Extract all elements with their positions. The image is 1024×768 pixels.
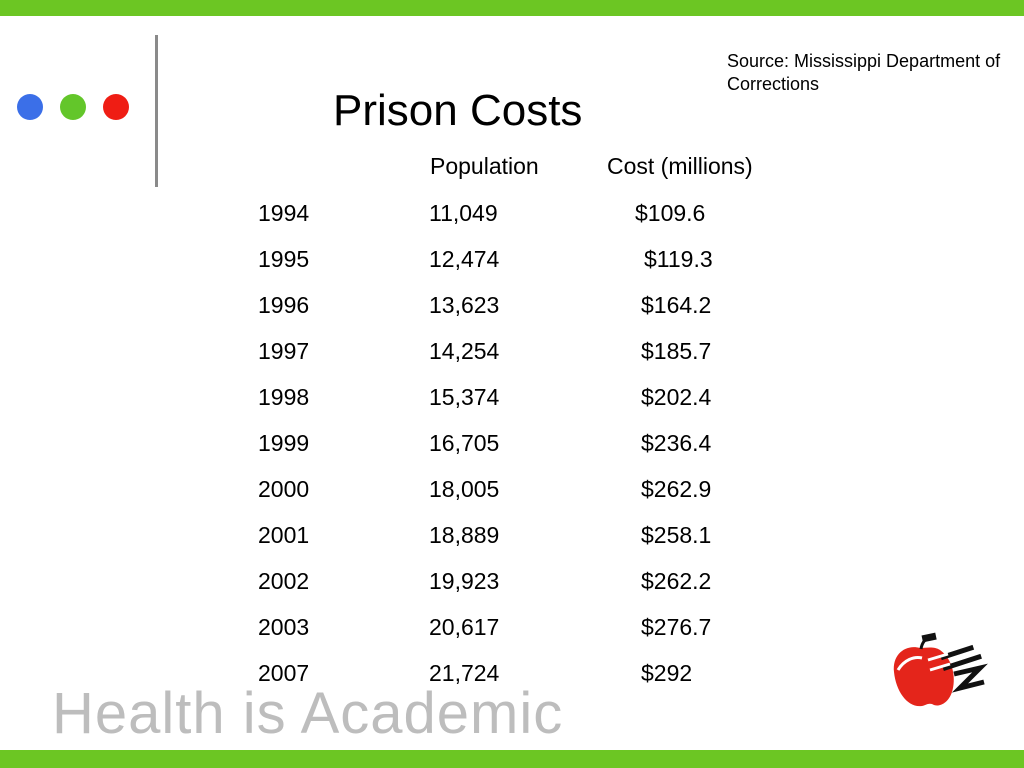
year-cell: 1998 (258, 384, 310, 410)
table-row: 1999 16,705 $236.4 (0, 430, 1024, 460)
year-cell: 1994 (258, 200, 310, 226)
year-cell: 2007 (258, 660, 310, 686)
table-row: 1997 14,254 $185.7 (0, 338, 1024, 368)
table-row: 2007 21,724 $292 (0, 660, 1024, 690)
vertical-divider (155, 35, 158, 187)
source-note: Source: Mississippi Department of Correc… (727, 51, 1001, 94)
cost-cell: $185.7 (641, 338, 712, 364)
population-cell: 11,049 (429, 200, 498, 226)
cost-cell: $262.9 (641, 476, 712, 502)
population-cell: 18,889 (429, 522, 500, 548)
header-cost: Cost (millions) (607, 153, 753, 179)
table-row: 2002 19,923 $262.2 (0, 568, 1024, 598)
population-cell: 19,923 (429, 568, 500, 594)
blue-dot-icon (17, 94, 43, 120)
cost-cell: $292 (641, 660, 693, 686)
table-row: 1994 11,049 $109.6 (0, 200, 1024, 230)
cost-cell: $258.1 (641, 522, 712, 548)
cost-cell: $109.6 (635, 200, 706, 226)
table-row: 1996 13,623 $164.2 (0, 292, 1024, 322)
year-cell: 2002 (258, 568, 310, 594)
cost-cell: $202.4 (641, 384, 712, 410)
year-cell: 2001 (258, 522, 310, 548)
bottom-green-bar (0, 750, 1024, 768)
cost-cell: $164.2 (641, 292, 712, 318)
population-cell: 18,005 (429, 476, 500, 502)
table-row: 1998 15,374 $202.4 (0, 384, 1024, 414)
health-is-academic-logo: Health is Academic (52, 681, 564, 746)
table-row: 2000 18,005 $262.9 (0, 476, 1024, 506)
population-cell: 15,374 (429, 384, 500, 410)
green-dot-icon (60, 94, 86, 120)
table-row: 2001 18,889 $258.1 (0, 522, 1024, 552)
top-green-bar (0, 0, 1024, 16)
cost-cell: $276.7 (641, 614, 712, 640)
page-title: Prison Costs (333, 86, 583, 135)
population-cell: 20,617 (429, 614, 500, 640)
table-row: 2003 20,617 $276.7 (0, 614, 1024, 644)
table-row: 1995 12,474 $119.3 (0, 246, 1024, 276)
cost-cell: $119.3 (644, 246, 713, 272)
cost-cell: $262.2 (641, 568, 712, 594)
population-cell: 13,623 (429, 292, 500, 318)
cost-cell: $236.4 (641, 430, 712, 456)
apple-logo-icon (893, 632, 988, 707)
population-cell: 21,724 (429, 660, 500, 686)
population-cell: 14,254 (429, 338, 500, 364)
year-cell: 2003 (258, 614, 310, 640)
header-population: Population (430, 153, 539, 179)
year-cell: 1995 (258, 246, 310, 272)
population-cell: 16,705 (429, 430, 500, 456)
year-cell: 1997 (258, 338, 310, 364)
year-cell: 1996 (258, 292, 310, 318)
year-cell: 2000 (258, 476, 310, 502)
year-cell: 1999 (258, 430, 310, 456)
red-dot-icon (103, 94, 129, 120)
population-cell: 12,474 (429, 246, 500, 272)
